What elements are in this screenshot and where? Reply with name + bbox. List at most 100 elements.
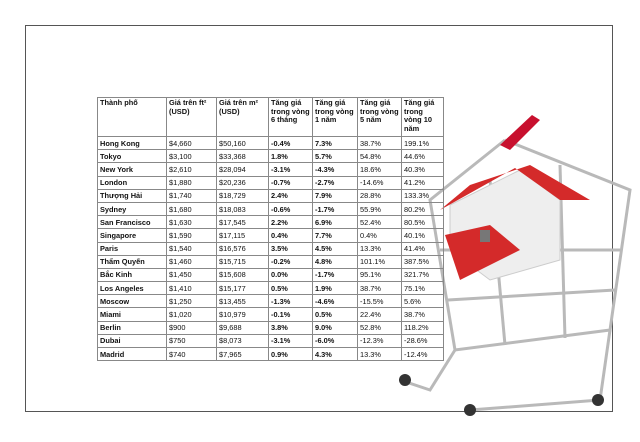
table-cell: 28.8%: [357, 188, 402, 203]
table-row: Los Angeles $1,410 $15,177 0.5% 1.9% 38.7% 75.…: [97, 281, 444, 296]
table-cell: 5.7%: [312, 149, 358, 164]
table-cell: Paris: [97, 241, 167, 256]
table-cell: 4.8%: [312, 254, 358, 269]
table-cell: 80.2%: [401, 201, 444, 217]
table-cell: -0.2%: [268, 254, 313, 269]
table-row: Tokyo $3,100 $33,368 1.8% 5.7% 54.8% 44.6%: [97, 149, 444, 164]
house: [440, 165, 590, 281]
table-cell: $1,590: [166, 228, 217, 243]
table-cell: $17,115: [216, 228, 269, 243]
table-cell: $18,729: [216, 188, 269, 203]
table-cell: $1,740: [166, 188, 217, 203]
table-cell: 55.9%: [357, 201, 402, 217]
table-cell: $15,608: [216, 267, 269, 283]
wheels: [399, 374, 604, 416]
table-row: Moscow $1,250 $13,455 -1.3% -4.6% -15.5% 5.6%: [97, 294, 444, 309]
table-cell: 4.5%: [312, 241, 358, 256]
table-cell: Dubai: [97, 333, 167, 349]
table-row: New York $2,610 $28,094 -3.1% -4.3% 18.6% 40.3…: [97, 162, 444, 177]
table-cell: New York: [97, 162, 167, 177]
table-cell: $16,576: [216, 241, 269, 256]
table-cell: -1.3%: [268, 294, 313, 309]
table-row: San Francisco $1,630 $17,545 2.2% 6.9% 52.4% 8…: [97, 215, 444, 230]
table-cell: 2.4%: [268, 188, 313, 203]
table-cell: $1,460: [166, 254, 217, 269]
table-cell: 13.3%: [357, 346, 402, 362]
table-cell: 0.5%: [312, 307, 358, 322]
table-cell: 0.4%: [268, 228, 313, 243]
table-cell: $750: [166, 333, 217, 349]
table-cell: Hong Kong: [97, 135, 167, 151]
table-cell: Singapore: [97, 228, 167, 243]
header-cell: Thành phố: [97, 97, 167, 137]
table-cell: -6.0%: [312, 333, 358, 349]
table-cell: 1.9%: [312, 281, 358, 296]
table-cell: Thượng Hải: [97, 188, 167, 203]
table-cell: -14.6%: [357, 175, 402, 190]
table-cell: 54.8%: [357, 149, 402, 164]
table-row: Madrid $740 $7,965 0.9% 4.3% 13.3% -12.4%: [97, 346, 444, 362]
table-cell: 7.3%: [312, 135, 358, 151]
table-cell: Los Angeles: [97, 281, 167, 296]
header-cell: Tăng giá trong vòng 1 năm: [312, 97, 358, 137]
table-cell: $50,160: [216, 135, 269, 151]
table-cell: -0.6%: [268, 201, 313, 217]
table-cell: $10,979: [216, 307, 269, 322]
table-cell: London: [97, 175, 167, 190]
table-cell: $1,680: [166, 201, 217, 217]
table-cell: Sydney: [97, 201, 167, 217]
table-cell: 0.0%: [268, 267, 313, 283]
table-cell: Thẩm Quyến: [97, 254, 167, 269]
table-cell: $1,630: [166, 215, 217, 230]
table-cell: $7,965: [216, 346, 269, 362]
table-cell: 387.5%: [401, 254, 444, 269]
table-cell: $20,236: [216, 175, 269, 190]
table-cell: Bắc Kinh: [97, 267, 167, 283]
cart-handle: [500, 115, 540, 150]
table-cell: -4.3%: [312, 162, 358, 177]
table-cell: $1,410: [166, 281, 217, 296]
table-cell: $28,094: [216, 162, 269, 177]
table-cell: -2.7%: [312, 175, 358, 190]
table-row: Thẩm Quyến $1,460 $15,715 -0.2% 4.8% 101.1% 38…: [97, 254, 444, 269]
table-cell: $1,250: [166, 294, 217, 309]
header-cell: Tăng giá trong vòng 5 năm: [357, 97, 402, 137]
table-cell: -4.6%: [312, 294, 358, 309]
table-row: Sydney $1,680 $18,083 -0.6% -1.7% 55.9% 80.2%: [97, 201, 444, 217]
table-cell: $18,083: [216, 201, 269, 217]
table-cell: 5.6%: [401, 294, 444, 309]
table-cell: 38.7%: [401, 307, 444, 322]
table-cell: -0.7%: [268, 175, 313, 190]
table-cell: -3.1%: [268, 333, 313, 349]
table-cell: $15,177: [216, 281, 269, 296]
table-cell: $740: [166, 346, 217, 362]
table-cell: 52.8%: [357, 320, 402, 335]
table-cell: 0.5%: [268, 281, 313, 296]
table-row: Hong Kong $4,660 $50,160 -0.4% 7.3% 38.7% 199.…: [97, 135, 444, 151]
table-cell: Berlin: [97, 320, 167, 335]
table-cell: 133.3%: [401, 188, 444, 203]
table-cell: 40.1%: [401, 228, 444, 243]
table-cell: $1,880: [166, 175, 217, 190]
table-cell: 0.4%: [357, 228, 402, 243]
table-cell: $1,450: [166, 267, 217, 283]
table-cell: 52.4%: [357, 215, 402, 230]
table-cell: -3.1%: [268, 162, 313, 177]
table-cell: 6.9%: [312, 215, 358, 230]
header-cell: Tăng giá trong vòng 10 năm: [401, 97, 444, 137]
table-row: Thượng Hải $1,740 $18,729 2.4% 7.9% 28.8% 133.…: [97, 188, 444, 203]
table-cell: $3,100: [166, 149, 217, 164]
table-cell: Miami: [97, 307, 167, 322]
table-cell: 95.1%: [357, 267, 402, 283]
table-cell: San Francisco: [97, 215, 167, 230]
table-cell: 7.9%: [312, 188, 358, 203]
table-cell: 38.7%: [357, 281, 402, 296]
table-cell: 321.7%: [401, 267, 444, 283]
table-row: Miami $1,020 $10,979 -0.1% 0.5% 22.4% 38.7%: [97, 307, 444, 322]
table-cell: 199.1%: [401, 135, 444, 151]
table-cell: 1.8%: [268, 149, 313, 164]
table-cell: Moscow: [97, 294, 167, 309]
table-row: Dubai $750 $8,073 -3.1% -6.0% -12.3% -28.6%: [97, 333, 444, 349]
table-cell: 75.1%: [401, 281, 444, 296]
